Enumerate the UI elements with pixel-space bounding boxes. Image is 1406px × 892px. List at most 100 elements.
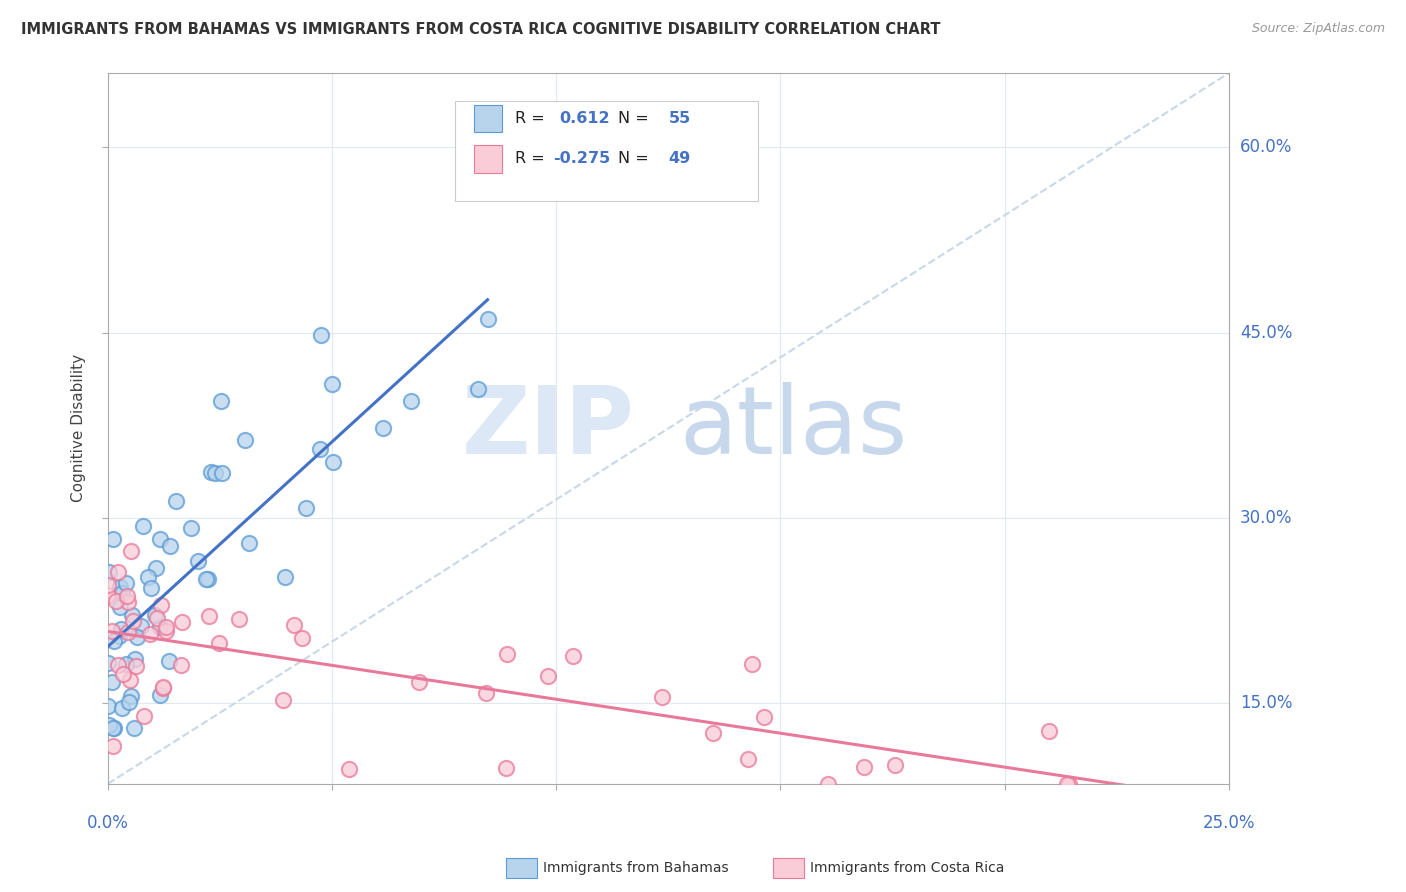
- Point: [121, 607, 143, 622]
- Text: 15.0%: 15.0%: [1240, 695, 1292, 713]
- Text: Immigrants from Bahamas: Immigrants from Bahamas: [543, 861, 728, 875]
- Point: [741, 657, 763, 672]
- Text: N =: N =: [617, 152, 654, 167]
- Point: [120, 690, 142, 704]
- Point: [103, 634, 125, 648]
- Point: [97, 588, 120, 602]
- Point: [132, 708, 155, 723]
- Point: [170, 615, 193, 629]
- Point: [141, 581, 163, 595]
- Point: [136, 570, 159, 584]
- Point: [166, 494, 188, 508]
- Point: [322, 455, 344, 469]
- Point: [143, 608, 166, 623]
- Text: 0.612: 0.612: [560, 111, 610, 126]
- Point: [129, 619, 152, 633]
- Point: [853, 760, 876, 774]
- Point: [155, 620, 177, 634]
- Point: [149, 688, 172, 702]
- Point: [337, 762, 360, 776]
- Point: [157, 654, 180, 668]
- Point: [295, 501, 318, 516]
- Point: [291, 631, 314, 645]
- Text: Source: ZipAtlas.com: Source: ZipAtlas.com: [1251, 22, 1385, 36]
- Text: atlas: atlas: [679, 383, 908, 475]
- Text: R =: R =: [515, 111, 550, 126]
- Point: [132, 519, 155, 533]
- Point: [152, 681, 174, 695]
- Text: IMMIGRANTS FROM BAHAMAS VS IMMIGRANTS FROM COSTA RICA COGNITIVE DISABILITY CORRE: IMMIGRANTS FROM BAHAMAS VS IMMIGRANTS FR…: [21, 22, 941, 37]
- Point: [108, 580, 131, 594]
- Point: [97, 656, 120, 670]
- Point: [187, 553, 209, 567]
- Point: [97, 698, 120, 713]
- Point: [208, 636, 231, 650]
- Point: [122, 614, 145, 628]
- Point: [197, 572, 219, 586]
- Point: [105, 594, 128, 608]
- Point: [118, 673, 141, 688]
- Point: [115, 589, 138, 603]
- Point: [117, 625, 139, 640]
- Point: [1056, 777, 1078, 791]
- Text: 60.0%: 60.0%: [1240, 138, 1292, 156]
- Point: [884, 758, 907, 772]
- Point: [101, 721, 124, 735]
- Text: 30.0%: 30.0%: [1240, 509, 1292, 527]
- Point: [271, 693, 294, 707]
- Point: [211, 466, 233, 480]
- Point: [98, 718, 121, 732]
- Point: [536, 669, 558, 683]
- Point: [562, 649, 585, 664]
- Text: ZIP: ZIP: [461, 383, 634, 475]
- Point: [117, 595, 139, 609]
- Point: [111, 701, 134, 715]
- FancyBboxPatch shape: [456, 102, 758, 201]
- Point: [107, 565, 129, 579]
- Point: [149, 532, 172, 546]
- Point: [274, 570, 297, 584]
- Point: [737, 752, 759, 766]
- Text: -0.275: -0.275: [553, 152, 610, 167]
- Text: 49: 49: [668, 152, 690, 167]
- Point: [107, 657, 129, 672]
- Point: [115, 657, 138, 671]
- Point: [651, 690, 673, 704]
- Point: [108, 600, 131, 615]
- Point: [170, 657, 193, 672]
- Point: [475, 686, 498, 700]
- Point: [228, 612, 250, 626]
- Point: [399, 394, 422, 409]
- Point: [309, 328, 332, 343]
- Y-axis label: Cognitive Disability: Cognitive Disability: [72, 354, 86, 502]
- Point: [155, 624, 177, 639]
- Point: [200, 465, 222, 479]
- Point: [371, 421, 394, 435]
- Point: [101, 675, 124, 690]
- Point: [125, 630, 148, 644]
- Point: [321, 377, 343, 392]
- Text: 25.0%: 25.0%: [1202, 814, 1256, 832]
- Point: [754, 710, 776, 724]
- Point: [111, 586, 134, 600]
- Point: [120, 544, 142, 558]
- Point: [139, 627, 162, 641]
- Point: [159, 540, 181, 554]
- Point: [149, 620, 172, 634]
- Point: [107, 629, 129, 643]
- Point: [111, 667, 134, 681]
- Point: [100, 624, 122, 638]
- Point: [204, 466, 226, 480]
- Point: [149, 598, 172, 612]
- Point: [209, 394, 232, 409]
- Point: [467, 382, 489, 396]
- Text: Immigrants from Costa Rica: Immigrants from Costa Rica: [810, 861, 1004, 875]
- Point: [124, 652, 146, 666]
- Text: 0.0%: 0.0%: [87, 814, 129, 832]
- Point: [1038, 724, 1060, 739]
- Point: [101, 739, 124, 753]
- Text: N =: N =: [617, 111, 654, 126]
- Bar: [474, 145, 502, 172]
- Point: [97, 566, 120, 580]
- Point: [125, 659, 148, 673]
